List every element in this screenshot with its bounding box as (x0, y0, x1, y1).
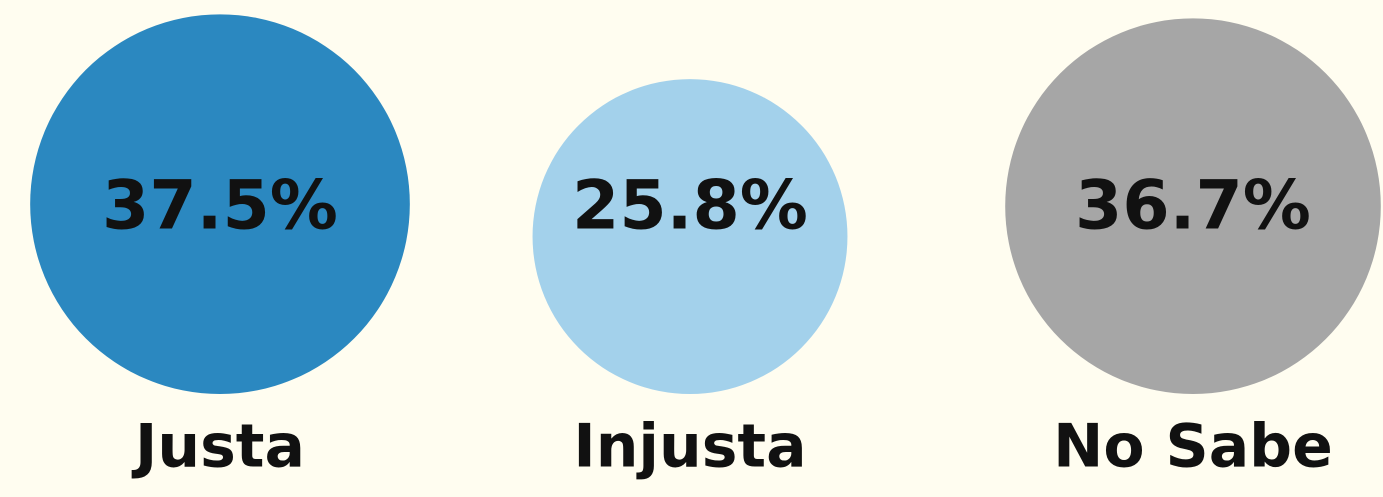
value-label: 25.8% (572, 167, 808, 246)
bubble (30, 14, 410, 394)
category-label: Injusta (573, 412, 806, 482)
bubble (532, 79, 848, 394)
value-label: 36.7% (1075, 167, 1311, 246)
value-label: 37.5% (102, 167, 338, 246)
category-label: Justa (131, 412, 305, 482)
bubble (1005, 18, 1381, 394)
category-label: No Sabe (1053, 412, 1333, 482)
